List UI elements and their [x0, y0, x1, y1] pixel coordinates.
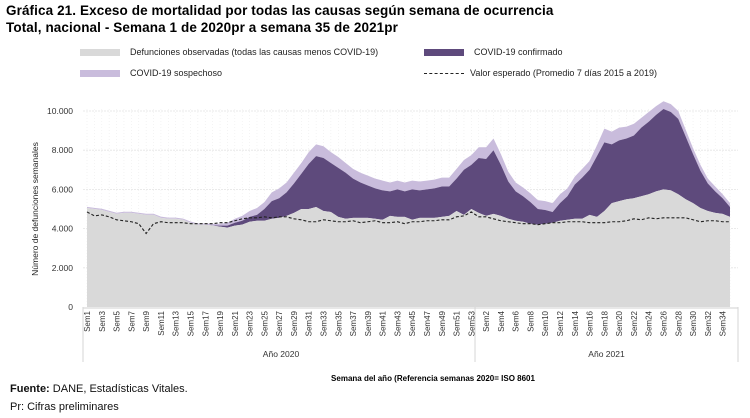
x-tick-label: Sem28 [674, 310, 683, 336]
x-axis-title-wrap: Semana del año (Referencia semanas 2020=… [0, 374, 750, 383]
x-tick-label: Sem16 [586, 310, 595, 336]
legend-label-observed: Defunciones observadas (todas las causas… [130, 47, 379, 57]
x-tick-label: Sem39 [364, 310, 373, 336]
x-tick-label: Sem21 [231, 310, 240, 336]
stacked-areas [86, 101, 730, 307]
x-group-label-2020: Año 2020 [263, 349, 300, 359]
x-tick-label: Sem35 [334, 310, 343, 336]
legend-label-confirmed: COVID-19 confirmado [474, 47, 563, 57]
x-tick-label: Sem31 [305, 310, 314, 336]
x-axis-title: Semana del año (Referencia semanas 2020=… [331, 374, 535, 383]
legend-swatch-expected [424, 72, 464, 74]
x-tick-label: Sem4 [497, 310, 506, 331]
x-tick-label: Sem27 [275, 310, 284, 336]
x-tick-label: Sem11 [157, 310, 166, 335]
chart-title-line1: Gráfica 21. Exceso de mortalidad por tod… [6, 3, 554, 18]
x-tick-label: Sem8 [526, 310, 535, 331]
legend-item-suspected: COVID-19 sospechoso [80, 68, 222, 78]
x-tick-label: Sem32 [704, 310, 713, 336]
x-tick-label: Sem25 [260, 310, 269, 336]
legend-swatch-confirmed [424, 48, 464, 56]
x-tick-label: Sem17 [201, 310, 210, 336]
y-tick-label: 0 [68, 302, 73, 312]
x-tick-label: Sem49 [438, 310, 447, 336]
x-tick-label: Sem3 [98, 310, 107, 331]
x-tick-label: Sem7 [127, 310, 136, 331]
y-tick-label: 8.000 [52, 145, 74, 155]
x-tick-label: Sem1 [83, 310, 92, 331]
chart-title-line2: Total, nacional - Semana 1 de 2020pr a s… [6, 20, 398, 35]
legend-label-suspected: COVID-19 sospechoso [130, 68, 223, 78]
x-tick-label: Sem37 [349, 310, 358, 336]
x-tick-label: Sem18 [600, 310, 609, 336]
legend-swatch-suspected [80, 69, 120, 77]
legend-item-expected: Valor esperado (Promedio 7 días 2015 a 2… [424, 68, 657, 78]
x-tick-label: Sem15 [186, 310, 195, 336]
y-tick-label: 4.000 [52, 224, 74, 234]
x-tick-label: Sem23 [246, 310, 255, 336]
x-tick-label: Sem33 [320, 310, 329, 336]
x-tick-label: Sem9 [142, 310, 151, 331]
x-tick-label: Sem41 [379, 310, 388, 336]
y-tick-label: 2.000 [52, 263, 74, 273]
x-tick-label: Sem51 [453, 310, 462, 336]
x-tick-label: Sem5 [113, 310, 122, 331]
preliminary-note: Pr: Cifras preliminares [10, 401, 119, 413]
x-tick-label: Sem22 [630, 310, 639, 336]
x-tick-label: Sem13 [172, 310, 181, 336]
x-tick-label: Sem30 [689, 310, 698, 336]
source-label: Fuente: [10, 383, 50, 395]
x-tick-label: Sem2 [482, 310, 491, 331]
area-observed-deaths [87, 189, 730, 307]
y-tick-label: 10.000 [47, 106, 73, 116]
y-axis: 0 2.000 4.000 6.000 8.000 10.000 [47, 106, 73, 312]
x-tick-label: Sem6 [512, 310, 521, 331]
legend-swatch-observed [80, 48, 120, 56]
x-tick-label: Sem45 [408, 310, 417, 336]
line-expected-value [86, 211, 730, 235]
area-covid-confirmed [87, 109, 730, 228]
x-tick-label: Sem12 [556, 310, 565, 336]
legend-item-confirmed: COVID-19 confirmado [424, 47, 563, 57]
y-axis-label: Número de defunciones semanales [30, 142, 40, 276]
x-tick-label: Sem47 [423, 310, 432, 336]
y-tick-label: 6.000 [52, 184, 74, 194]
x-axis: Sem1 Sem3 Sem5 Sem7 Sem9 Sem11 Sem13 Sem15 Sem17… [82, 307, 739, 362]
source-text: DANE, Estadísticas Vitales. [49, 383, 188, 395]
x-tick-label: Sem29 [290, 310, 299, 336]
x-tick-label: Sem20 [615, 310, 624, 336]
x-tick-label: Sem43 [393, 310, 402, 336]
legend-item-observed: Defunciones observadas (todas las causas… [80, 47, 378, 57]
x-tick-label: Sem26 [659, 310, 668, 336]
x-tick-label: Sem10 [541, 310, 550, 336]
x-tick-label: Sem19 [216, 310, 225, 336]
legend-label-expected: Valor esperado (Promedio 7 días 2015 a 2… [470, 68, 657, 78]
x-tick-label: Sem34 [719, 310, 728, 336]
source-note: Fuente: DANE, Estadísticas Vitales. [10, 383, 188, 395]
x-tick-label: Sem14 [571, 310, 580, 336]
x-group-label-2021: Año 2021 [588, 349, 625, 359]
x-tick-label: Sem53 [467, 310, 476, 336]
x-tick-label: Sem24 [645, 310, 654, 336]
